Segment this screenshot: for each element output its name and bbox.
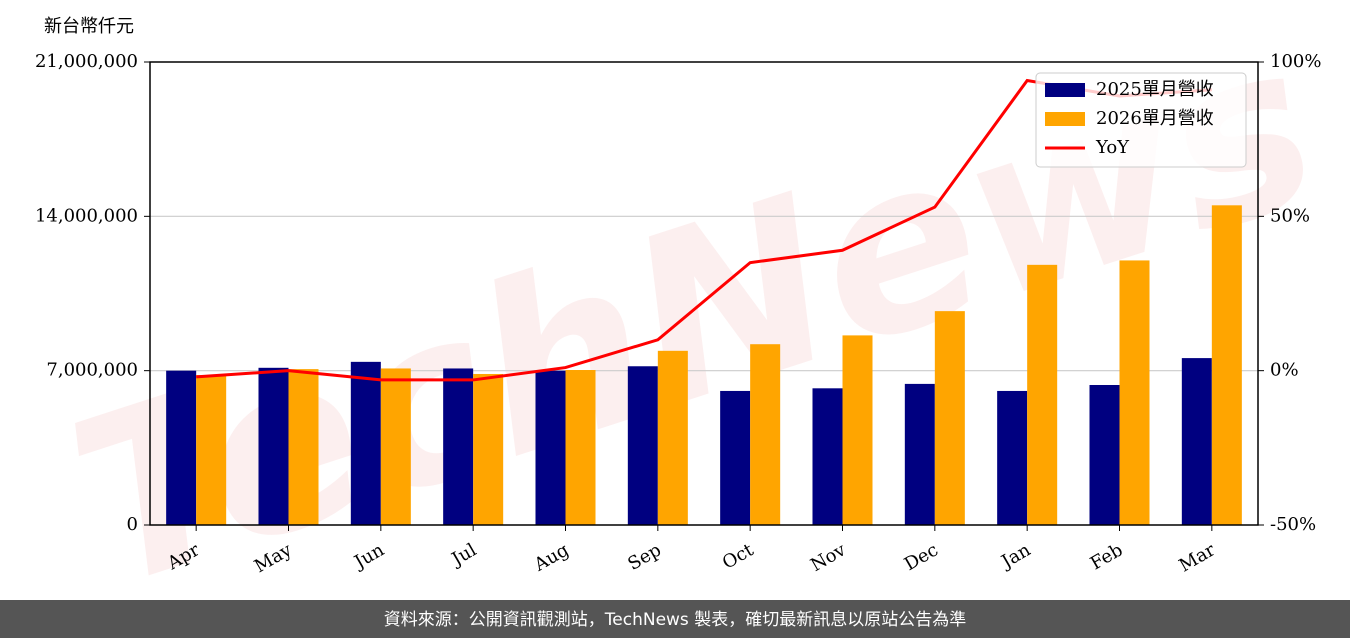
legend-box [1035,72,1247,168]
x-tick-label: Mar [1176,539,1220,576]
bar [565,370,596,525]
x-tick-label: Feb [1087,539,1127,574]
bar [443,368,474,525]
plot-frame [149,61,1259,526]
bar [196,375,227,525]
x-tick-label: Oct [719,539,758,574]
source-note: 資料來源：公開資訊觀測站，TechNews 製表，確切最新訊息以原站公告為準 [384,610,966,630]
legend-label: 2025單月營收 [1096,79,1214,100]
bar [535,370,566,525]
bar [288,369,319,525]
bar [258,367,289,525]
y-axis-label: 新台幣仟元 [44,16,134,37]
bar [750,344,781,525]
legend-swatch [1045,112,1085,126]
bar [1089,384,1120,525]
bar [904,383,935,525]
x-tick-label: Nov [807,539,850,576]
y2-tick-label: 100% [1270,51,1321,72]
bar [812,388,843,525]
y2-tick-label: -50% [1270,514,1316,535]
y-tick-label: 21,000,000 [35,51,138,72]
bar [720,390,751,525]
legend-label: 2026單月營收 [1096,108,1214,129]
y-tick-label: 14,000,000 [35,205,138,226]
bar [657,350,688,525]
x-tick-label: Aug [530,539,573,576]
y-tick-label: 7,000,000 [46,360,138,381]
y-tick-label: 0 [127,514,138,535]
y2-tick-label: 50% [1270,205,1310,226]
bar [1211,205,1242,526]
footer-bar [0,600,1350,638]
bar [1181,358,1212,525]
y2-tick-label: 0% [1270,360,1299,381]
x-tick-label: Jul [447,539,481,571]
bar [934,311,965,525]
x-tick-label: Sep [624,539,664,574]
x-tick-label: Jan [996,539,1034,573]
legend-label: YoY [1095,137,1130,158]
bar [627,366,658,525]
legend-swatch [1045,83,1085,97]
bar [380,368,411,525]
bar [350,361,381,525]
bar [1119,260,1150,525]
bar [473,373,504,525]
bar [842,335,873,525]
x-tick-label: Dec [901,539,942,575]
bar [1027,264,1058,525]
bar [997,390,1028,525]
bar [166,370,197,525]
